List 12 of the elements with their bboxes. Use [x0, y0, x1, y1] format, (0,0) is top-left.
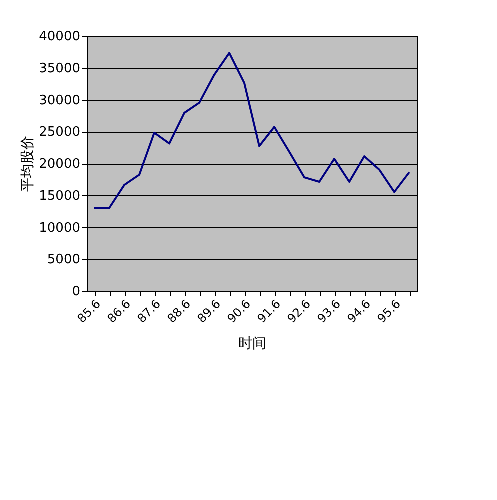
- y-tick-label: 20000: [39, 157, 80, 172]
- y-tick-label: 25000: [39, 125, 80, 140]
- y-tick-label: 15000: [39, 188, 80, 204]
- y-tick-label: 35000: [39, 61, 80, 76]
- y-tick-label: 30000: [39, 93, 80, 108]
- line-series: [94, 52, 410, 210]
- y-axis-title: 平均股价: [20, 136, 36, 192]
- y-tick-label: 40000: [39, 30, 80, 44]
- y-tick-label: 10000: [39, 220, 80, 236]
- y-tick-label: 0: [72, 284, 80, 300]
- y-tick-label: 5000: [47, 252, 80, 268]
- x-axis-title: 时间: [238, 336, 266, 352]
